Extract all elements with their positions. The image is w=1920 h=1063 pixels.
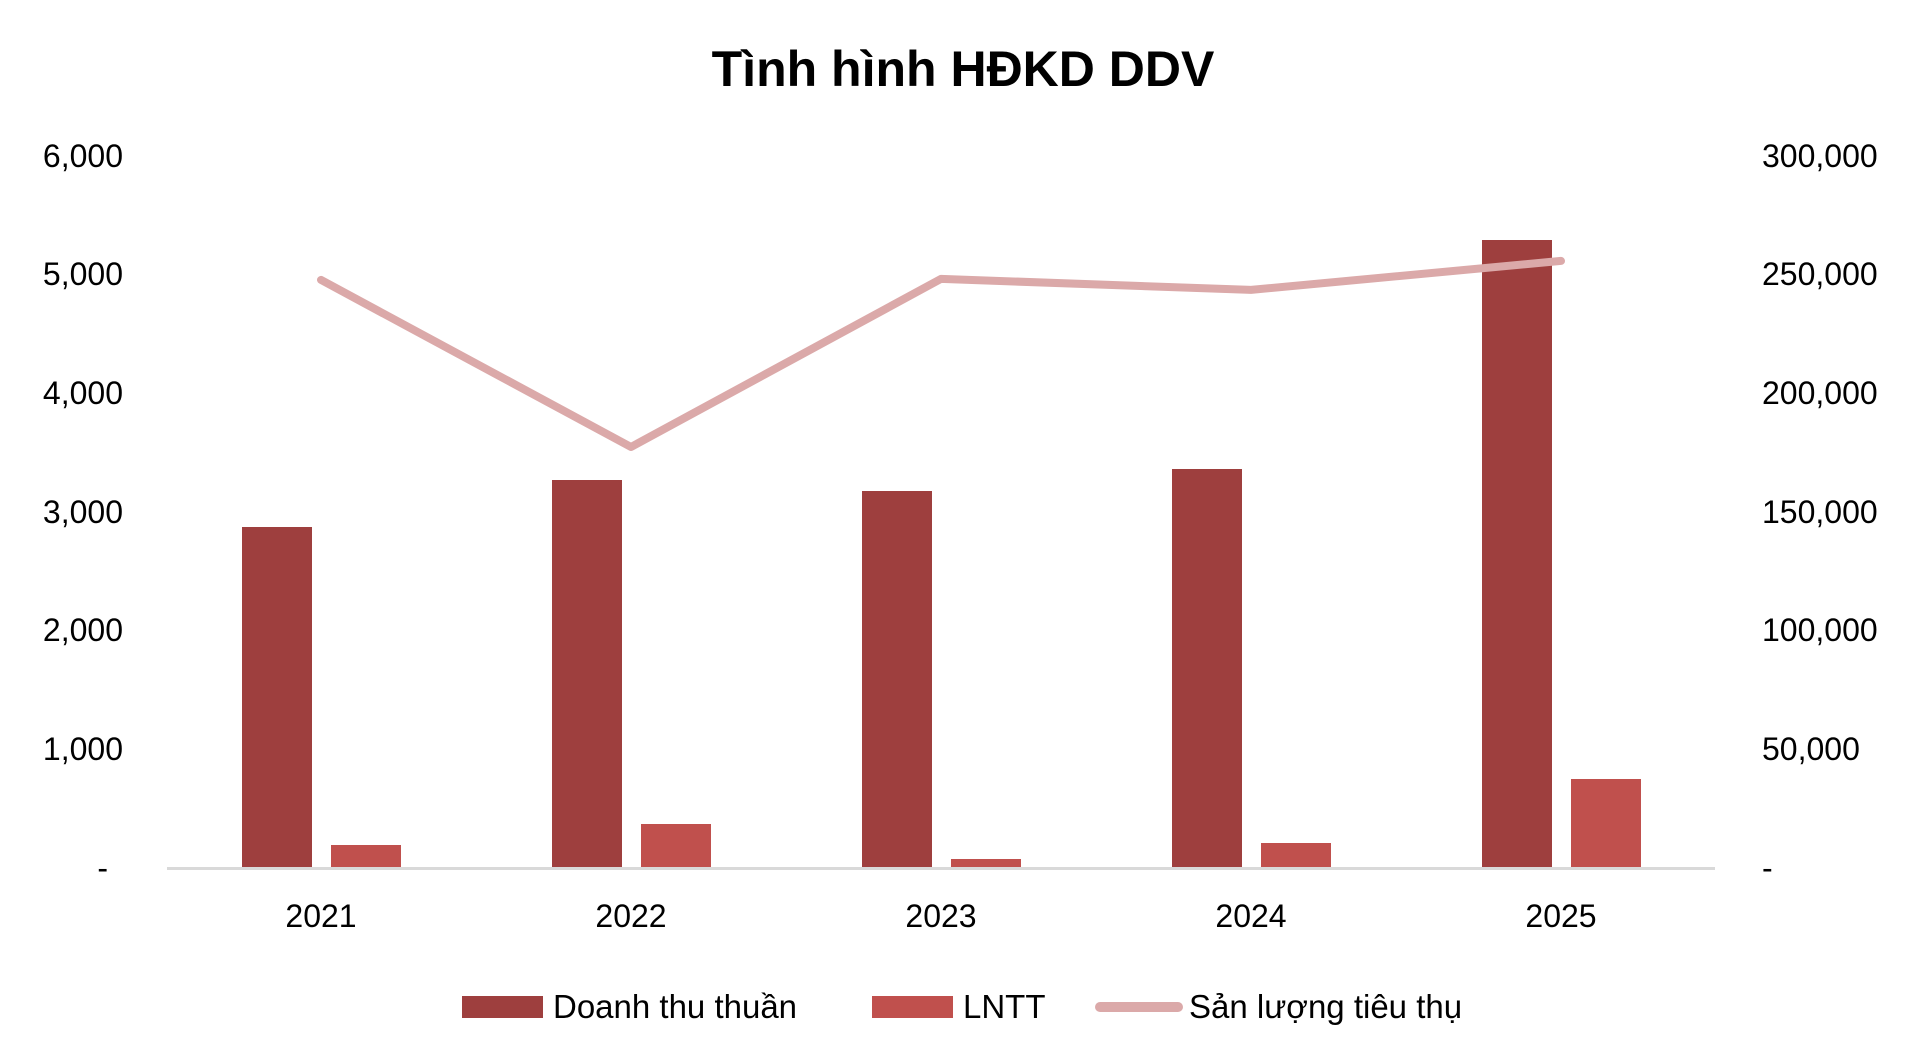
profit-bar[interactable] bbox=[951, 858, 1021, 868]
profit-swatch-icon bbox=[872, 996, 953, 1018]
left-axis-tick: 5,000 bbox=[42, 256, 123, 292]
revenue-bar[interactable] bbox=[552, 480, 622, 868]
revenue-bar[interactable] bbox=[242, 527, 312, 868]
x-axis-label: 2023 bbox=[905, 898, 977, 934]
x-axis-label: 2022 bbox=[595, 898, 667, 934]
legend-label: LNTT bbox=[963, 988, 1046, 1025]
volume-line-swatch-icon bbox=[1095, 1002, 1183, 1012]
legend-label: Doanh thu thuần bbox=[553, 988, 798, 1025]
right-axis-tick: 200,000 bbox=[1762, 375, 1878, 411]
profit-bar[interactable] bbox=[1571, 779, 1641, 868]
right-axis-tick: - bbox=[1762, 850, 1773, 886]
x-axis-label: 2021 bbox=[285, 898, 357, 934]
volume-line bbox=[317, 256, 1565, 451]
profit-bar[interactable] bbox=[331, 844, 401, 868]
left-axis-tick: 1,000 bbox=[42, 731, 123, 767]
right-axis-tick: 300,000 bbox=[1762, 138, 1878, 174]
x-axis-label: 2025 bbox=[1525, 898, 1597, 934]
right-axis-tick: 50,000 bbox=[1762, 731, 1860, 767]
legend-item-revenue[interactable]: Doanh thu thuần bbox=[462, 985, 797, 1029]
right-axis-tick: 100,000 bbox=[1762, 612, 1878, 648]
profit-bar[interactable] bbox=[1261, 842, 1331, 868]
left-axis-tick: 3,000 bbox=[42, 494, 123, 530]
revenue-bar[interactable] bbox=[862, 491, 932, 868]
left-axis-tick: - bbox=[97, 850, 108, 886]
left-axis-tick: 4,000 bbox=[42, 375, 123, 411]
left-axis-tick: 2,000 bbox=[42, 612, 123, 648]
legend-item-profit[interactable]: LNTT bbox=[872, 985, 1046, 1029]
profit-bar[interactable] bbox=[641, 823, 711, 868]
x-axis-line bbox=[167, 867, 1715, 870]
chart-title: Tình hình HĐKD DDV bbox=[711, 41, 1215, 97]
revenue-bar[interactable] bbox=[1482, 240, 1552, 868]
revenue-bar[interactable] bbox=[1172, 469, 1242, 868]
revenue-swatch-icon bbox=[462, 996, 543, 1018]
legend: Doanh thu thuần LNTT Sản lượng tiêu thụ bbox=[0, 985, 1920, 1029]
legend-label: Sản lượng tiêu thụ bbox=[1189, 988, 1463, 1025]
legend-item-volume[interactable]: Sản lượng tiêu thụ bbox=[1095, 985, 1462, 1029]
x-axis-label: 2024 bbox=[1215, 898, 1287, 934]
right-axis-tick: 250,000 bbox=[1762, 256, 1878, 292]
right-axis-tick: 150,000 bbox=[1762, 494, 1878, 530]
left-axis-tick: 6,000 bbox=[42, 138, 123, 174]
